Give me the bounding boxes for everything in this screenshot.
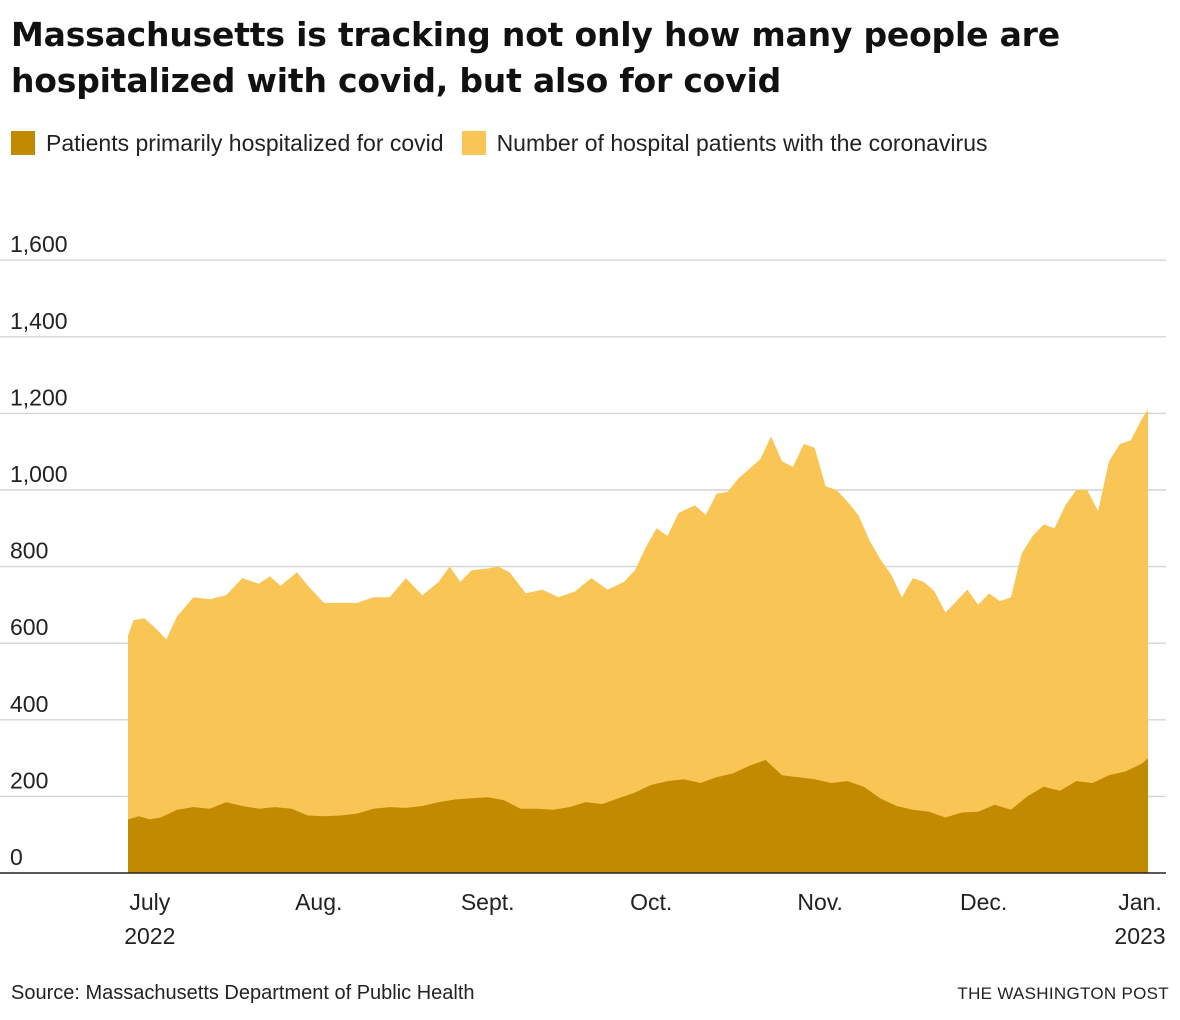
y-tick-label: 0 [10, 844, 23, 870]
source-note: Source: Massachusetts Department of Publ… [11, 982, 475, 1004]
y-tick-label: 800 [10, 538, 48, 564]
x-tick-label: Nov. [797, 889, 843, 915]
legend-label-total: Number of hospital patients with the cor… [496, 129, 988, 156]
y-tick-label: 200 [10, 767, 48, 793]
y-tick-label: 1,200 [10, 384, 68, 410]
legend: Patients primarily hospitalized for covi… [11, 128, 1005, 158]
legend-item-primary: Patients primarily hospitalized for covi… [11, 130, 444, 157]
area-total-patients [128, 195, 1148, 874]
chart-title: Massachusetts is tracking not only how m… [11, 15, 1060, 100]
legend-swatch-primary [11, 131, 35, 155]
y-tick-label: 1,400 [10, 308, 68, 334]
x-tick-label: Aug. [295, 889, 342, 915]
x-tick-label: Oct. [630, 889, 672, 915]
y-tick-label: 1,600 [10, 231, 68, 257]
legend-item-total: Number of hospital patients with the cor… [461, 129, 988, 157]
y-tick-label: 1,000 [10, 461, 68, 487]
x-tick-label: Dec. [960, 889, 1007, 915]
legend-swatch-total [461, 131, 486, 155]
x-tick-label: July [129, 889, 170, 915]
x-tick-sublabel: 2023 [1114, 923, 1165, 949]
y-tick-label: 400 [10, 691, 48, 717]
y-tick-label: 600 [10, 614, 48, 640]
x-tick-label: Sept. [461, 889, 515, 915]
area-chart: 0 200 400 600 800 1,000 1,200 1,400 1,600 July 202… [0, 195, 1166, 949]
publisher-credit: THE WASHINGTON POST [957, 984, 1169, 1003]
area-primary-patients [128, 706, 1148, 873]
legend-label-primary: Patients primarily hospitalized for covi… [46, 129, 444, 156]
x-tick-sublabel: 2022 [124, 923, 175, 949]
x-tick-label: Jan. [1118, 889, 1161, 915]
